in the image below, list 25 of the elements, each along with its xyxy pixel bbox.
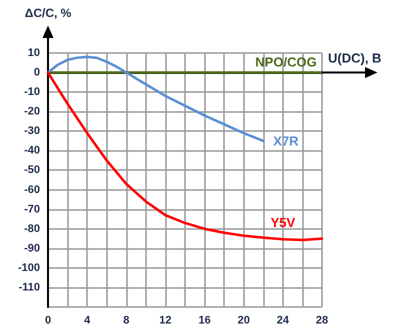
y-tick-label: 10 xyxy=(28,47,40,59)
x-tick-label: 16 xyxy=(198,314,211,326)
y-tick-label: -100 xyxy=(18,262,40,274)
y-tick-label: -40 xyxy=(24,144,40,157)
y-tick-label: -110 xyxy=(18,281,40,294)
y-tick-label: -80 xyxy=(24,222,40,235)
x-tick-label: 4 xyxy=(84,314,92,326)
y-tick-label: -20 xyxy=(24,106,40,118)
series-label: Y5V xyxy=(270,215,296,230)
y-tick-label: -60 xyxy=(24,184,40,196)
x-tick-label: 0 xyxy=(44,314,52,326)
y-tick-label: -50 xyxy=(24,164,40,176)
series-label: NPO/COG xyxy=(255,54,317,70)
y-tick-label: -90 xyxy=(24,242,40,254)
x-tick-label: 8 xyxy=(123,314,130,326)
x-tick-label: 20 xyxy=(238,314,250,326)
y-tick-label: -10 xyxy=(24,86,40,98)
y-tick-label: -30 xyxy=(24,125,40,138)
x-tick-label: 12 xyxy=(159,314,172,326)
y-tick-label: 0 xyxy=(34,66,40,79)
x-tick-label: 24 xyxy=(276,314,290,326)
y-tick-label: -70 xyxy=(24,203,40,216)
y-axis-title: ΔC/C, % xyxy=(24,6,72,20)
x-axis-title: U(DC), B xyxy=(328,50,382,66)
x-tick-label: 28 xyxy=(316,314,328,326)
